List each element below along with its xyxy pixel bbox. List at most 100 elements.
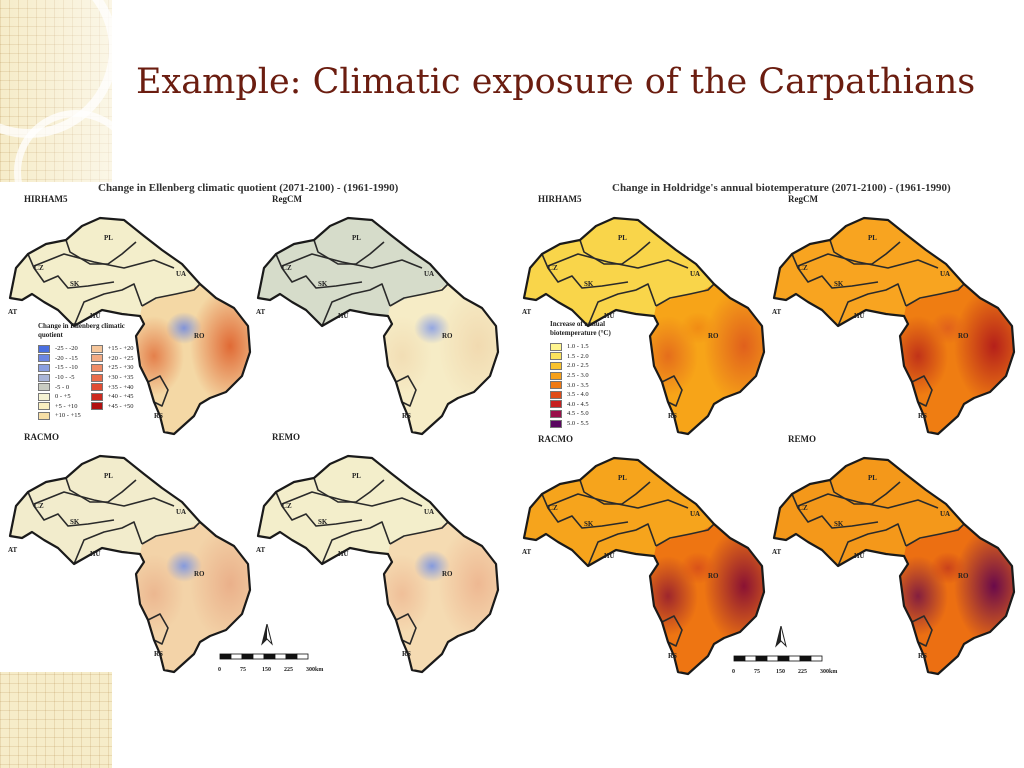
region-label-ro: RO	[194, 570, 205, 578]
country-border	[905, 283, 965, 307]
country-border	[321, 521, 391, 565]
legend-swatch	[38, 383, 50, 392]
legend-label: +20 - +25	[107, 354, 134, 362]
region-label-ro: RO	[442, 332, 453, 340]
legend-title: Change in Ellenberg climatic quotient	[38, 322, 125, 339]
country-border	[33, 253, 175, 269]
legend-item: +20 - +25	[90, 354, 134, 364]
region-label-sk: SK	[834, 520, 844, 528]
country-border	[275, 253, 363, 289]
country-border	[141, 521, 201, 545]
region-label-at: AT	[772, 308, 782, 316]
model-label: REMO	[788, 434, 816, 444]
region-label-sk: SK	[318, 518, 328, 526]
scale-bar: 0 75 150 225 300km	[218, 650, 328, 688]
carpathian-region-map: PL UA CZ SK HU AT RO RS	[772, 456, 1016, 676]
country-border	[579, 239, 651, 265]
region-label-rs: RS	[154, 650, 163, 658]
map-legend: Change in Ellenberg climatic quotient -25…	[38, 322, 134, 421]
legend-swatch	[90, 392, 103, 401]
country-border	[829, 479, 901, 505]
region-label-ua: UA	[940, 270, 950, 278]
region-label-sk: SK	[584, 520, 594, 528]
country-border	[905, 523, 965, 547]
region-label-cz: CZ	[282, 502, 292, 510]
region-label-ua: UA	[424, 508, 434, 516]
region-label-rs: RS	[668, 652, 677, 660]
region-label-ro: RO	[958, 332, 969, 340]
model-label: RegCM	[788, 194, 818, 204]
region-label-ro: RO	[442, 570, 453, 578]
legend-label: 3.5 - 4.0	[567, 391, 589, 399]
country-border	[579, 479, 651, 505]
legend-swatch	[550, 381, 562, 390]
legend-label: +30 - +35	[107, 374, 134, 382]
carpathian-outline	[772, 216, 1016, 436]
legend-item: +15 - +20	[90, 344, 134, 354]
region-label-at: AT	[256, 546, 266, 554]
legend-label: +40 - +45	[107, 393, 134, 401]
region-label-rs: RS	[154, 412, 163, 420]
climate-map: PL UA CZ SK HU AT RO RS RegCM	[252, 194, 502, 440]
scale-label: 225	[284, 667, 293, 673]
carpathian-outline	[522, 456, 766, 676]
region-label-pl: PL	[868, 234, 877, 242]
region-label-hu: HU	[604, 552, 615, 560]
country-border	[147, 375, 169, 407]
region-label-hu: HU	[604, 312, 615, 320]
legend-label: +5 - +10	[55, 402, 78, 410]
climate-map: PL UA CZ SK HU AT RO RS HIRHAM5	[518, 194, 768, 440]
carpathian-region-map: PL UA CZ SK HU AT RO RS	[256, 216, 500, 436]
legend-swatch	[90, 383, 103, 392]
legend-label: 1.5 - 2.0	[567, 352, 589, 360]
figure-title: Change in Ellenberg climatic quotient (2…	[98, 182, 399, 194]
legend-swatch	[38, 392, 50, 401]
legend-swatch	[550, 419, 562, 428]
legend-label: +25 - +30	[107, 364, 134, 372]
legend-swatch	[38, 373, 50, 382]
scale-label: 300km	[820, 669, 838, 675]
legend-label: 4.5 - 5.0	[567, 410, 589, 418]
country-border	[65, 239, 137, 265]
region-label-cz: CZ	[548, 264, 558, 272]
carpathian-region-map: PL UA CZ SK HU AT RO RS	[772, 216, 1016, 436]
carpathian-region-map: PL UA CZ SK HU AT RO RS	[256, 454, 500, 674]
legend-label: -5 - 0	[55, 383, 70, 391]
country-border	[27, 491, 115, 527]
country-border	[541, 493, 629, 529]
legend-item: +10 - +15	[38, 411, 81, 421]
country-border	[797, 493, 939, 509]
region-label-pl: PL	[618, 234, 627, 242]
region-label-pl: PL	[104, 472, 113, 480]
legend-item: 2.0 - 2.5	[550, 361, 589, 371]
legend-label: -25 - -20	[55, 345, 78, 353]
legend-swatch	[550, 371, 562, 380]
climate-map: PL UA CZ SK HU AT RO RS REMO	[768, 434, 1018, 680]
region-label-cz: CZ	[798, 264, 808, 272]
legend-item: 3.0 - 3.5	[550, 380, 589, 390]
scale-label: 0	[732, 669, 735, 675]
country-border	[661, 375, 683, 407]
region-label-ua: UA	[690, 510, 700, 518]
scale-label: 300km	[306, 667, 324, 673]
region-label-hu: HU	[854, 552, 865, 560]
region-label-rs: RS	[918, 652, 927, 660]
region-label-at: AT	[256, 308, 266, 316]
carpathian-outline	[772, 456, 1016, 676]
country-border	[321, 283, 391, 327]
region-label-ua: UA	[176, 508, 186, 516]
legend-swatch	[90, 354, 103, 363]
model-label: RACMO	[24, 432, 59, 442]
climate-map: PL UA CZ SK HU AT RO RS RACMO	[4, 432, 254, 678]
legend-item: 0 - +5	[38, 392, 81, 402]
climate-map: PL UA CZ SK HU AT RO RS RegCM	[768, 194, 1018, 440]
legend-item: -10 - -5	[38, 373, 81, 383]
legend-swatch	[90, 402, 103, 411]
carpathian-outline	[522, 216, 766, 436]
country-border	[911, 375, 933, 407]
legend-swatch	[90, 344, 103, 353]
figure-title: Change in Holdridge's annual biotemperat…	[612, 182, 951, 194]
legend-swatch	[90, 373, 103, 382]
region-label-hu: HU	[338, 312, 349, 320]
legend-swatch	[550, 409, 562, 418]
